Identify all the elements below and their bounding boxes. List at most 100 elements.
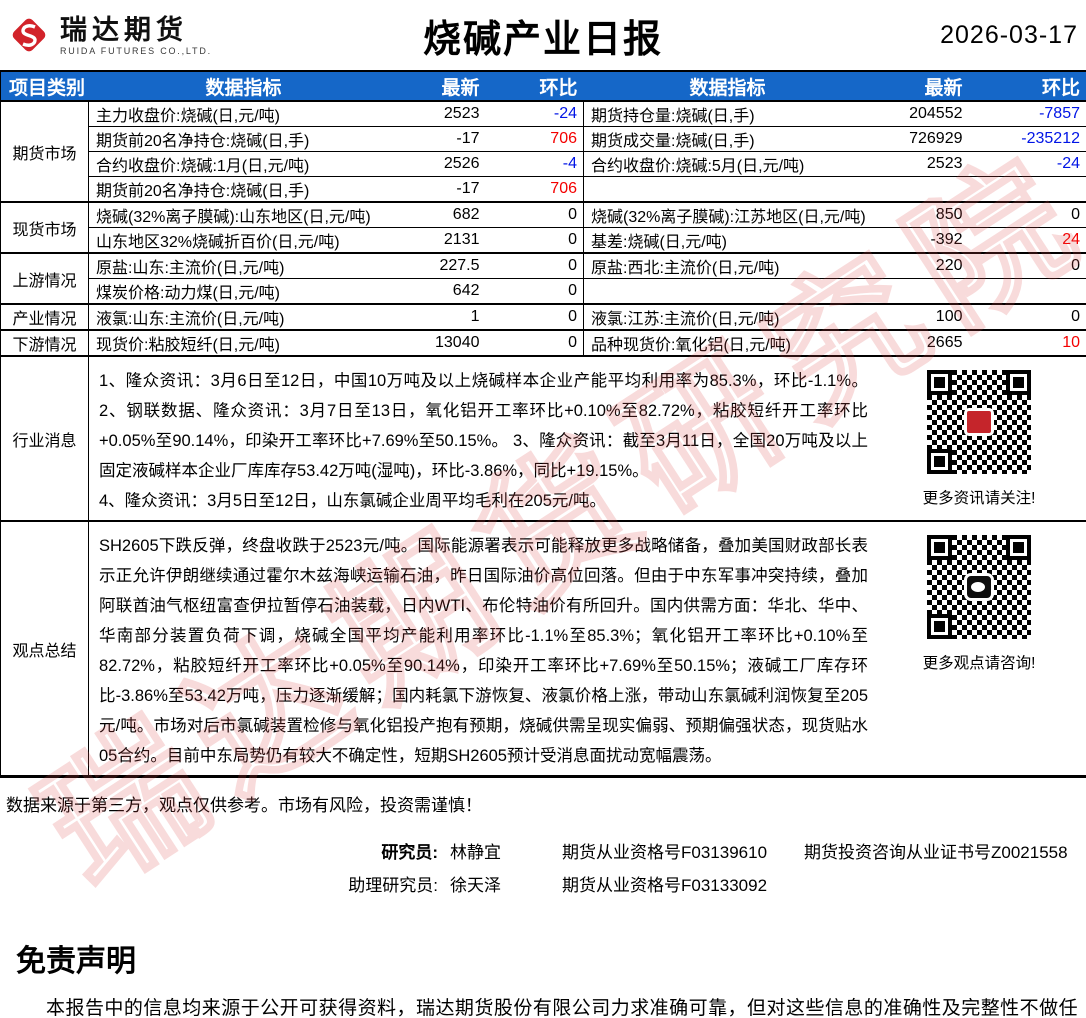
disclaimer-body: 本报告中的信息均来源于公开可获得资料，瑞达期货股份有限公司力求准确可靠，但对这些…: [46, 998, 1078, 1018]
table-row: 行业消息 1、隆众资讯：3月6日至12日，中国10万吨及以上烧碱样本企业产能平均…: [0, 355, 1086, 521]
indicator-cell: 合约收盘价:烧碱:5月(日,元/吨): [583, 151, 872, 177]
change-cell: 0: [976, 252, 1086, 279]
change-cell: 0: [493, 201, 584, 228]
qr-caption: 更多观点请咨询!: [922, 655, 1036, 672]
table-row: 煤炭价格:动力煤(日,元/吨) 642 0: [1, 278, 1086, 304]
section-summary: 观点总结 SH2605下跌反弹，终盘收跌于2523元/吨。国际能源署表示可能释放…: [0, 520, 1086, 777]
table-row: 产业情况 液氯:山东:主流价(日,元/吨) 1 0 液氯:江苏:主流价(日,元/…: [0, 303, 1086, 330]
assistant-row: 助理研究员: 徐天泽 期货从业资格号F03133092: [0, 869, 1086, 902]
ruida-logo-icon: [12, 18, 46, 52]
brand: 瑞达期货 RUIDA FUTURES CO.,LTD.: [6, 12, 212, 58]
indicator-cell: 品种现货价:氧化铝(日,元/吨): [583, 329, 872, 356]
value-cell: 204552: [871, 100, 977, 127]
change-cell: 0: [976, 201, 1086, 228]
section-news: 行业消息 1、隆众资讯：3月6日至12日，中国10万吨及以上烧碱样本企业产能平均…: [0, 355, 1086, 521]
researcher-name: 林静宜: [450, 843, 501, 862]
col-header-latest: 最新: [398, 71, 494, 101]
col-header-category: 项目类别: [0, 71, 89, 101]
change-cell: -4: [493, 151, 584, 177]
assistant-label: 助理研究员:: [348, 876, 438, 895]
indicator-cell: 主力收盘价:烧碱(日,元/吨): [88, 100, 399, 127]
report-title: 烧碱产业日报: [422, 18, 663, 61]
disclaimer-heading: 免责声明: [16, 945, 136, 978]
value-cell: 2665: [871, 329, 977, 356]
data-table: 项目类别 数据指标 最新 环比 数据指标 最新 环比 期货市场 主力收盘价:烧碱…: [0, 70, 1086, 778]
indicator-cell: 液氯:江苏:主流价(日,元/吨): [583, 303, 872, 330]
table-row: 上游情况 原盐:山东:主流价(日,元/吨) 227.5 0 原盐:西北:主流价(…: [0, 252, 1086, 304]
table-row: 下游情况 现货价:粘胶短纤(日,元/吨) 13040 0 品种现货价:氧化铝(日…: [0, 329, 1086, 356]
change-cell: 0: [493, 227, 584, 253]
category-cell: 上游情况: [0, 252, 89, 304]
change-cell: 706: [493, 176, 584, 202]
qr-code-wechat: [927, 535, 1031, 639]
category-cell: 行业消息: [0, 355, 89, 521]
industry-news-text: 1、隆众资讯：3月6日至12日，中国10万吨及以上烧碱样本企业产能平均利用率为8…: [99, 372, 868, 510]
change-cell: 10: [976, 329, 1086, 356]
indicator-cell: 液氯:山东:主流价(日,元/吨): [88, 303, 399, 330]
indicator-cell: 期货前20名净持仓:烧碱(日,手): [88, 126, 399, 152]
table-row: 观点总结 SH2605下跌反弹，终盘收跌于2523元/吨。国际能源署表示可能释放…: [0, 520, 1086, 777]
change-cell: 0: [493, 329, 584, 356]
value-cell: 100: [871, 303, 977, 330]
change-cell: -24: [976, 151, 1086, 177]
indicator-cell: [583, 278, 872, 304]
indicator-cell: 期货成交量:烧碱(日,手): [583, 126, 872, 152]
section-upstream: 上游情况 原盐:山东:主流价(日,元/吨) 227.5 0 原盐:西北:主流价(…: [0, 252, 1086, 304]
value-cell: 850: [871, 201, 977, 228]
change-cell: [976, 278, 1086, 304]
indicator-cell: 烧碱(32%离子膜碱):江苏地区(日,元/吨): [583, 201, 872, 228]
qr-code-news: [927, 370, 1031, 474]
category-cell: 期货市场: [0, 100, 89, 202]
table-row: 期货前20名净持仓:烧碱(日,手) -17 706 期货成交量:烧碱(日,手) …: [1, 126, 1086, 152]
indicator-cell: 现货价:粘胶短纤(日,元/吨): [88, 329, 399, 356]
indicator-cell: 煤炭价格:动力煤(日,元/吨): [88, 278, 399, 304]
brand-name: 瑞达期货: [60, 14, 188, 45]
category-cell: 观点总结: [0, 520, 89, 777]
assistant-cert: 期货从业资格号F03133092: [562, 876, 768, 895]
value-cell: -392: [871, 227, 977, 253]
brand-subtitle: RUIDA FUTURES CO.,LTD.: [60, 45, 212, 56]
section-futures: 期货市场 主力收盘价:烧碱(日,元/吨) 2523 -24 期货持仓量:烧碱(日…: [0, 100, 1086, 202]
value-cell: 1: [398, 303, 494, 330]
category-cell: 下游情况: [0, 329, 89, 356]
value-cell: [871, 176, 977, 202]
value-cell: 2526: [398, 151, 494, 177]
value-cell: 2523: [871, 151, 977, 177]
qr-logo-red: [964, 408, 994, 436]
value-cell: 2131: [398, 227, 494, 253]
col-header-chg: 环比: [493, 71, 584, 101]
indicator-cell: 烧碱(32%离子膜碱):山东地区(日,元/吨): [88, 201, 399, 228]
viewpoint-summary-text: SH2605下跌反弹，终盘收跌于2523元/吨。国际能源署表示可能释放更多战略储…: [99, 537, 868, 765]
col-header-indicator: 数据指标: [583, 71, 872, 101]
category-cell: 现货市场: [0, 201, 89, 253]
change-cell: 0: [493, 278, 584, 304]
change-cell: 706: [493, 126, 584, 152]
section-industry: 产业情况 液氯:山东:主流价(日,元/吨) 1 0 液氯:江苏:主流价(日,元/…: [0, 303, 1086, 330]
table-row: 现货市场 烧碱(32%离子膜碱):山东地区(日,元/吨) 682 0 烧碱(32…: [0, 201, 1086, 253]
col-header-chg: 环比: [976, 71, 1086, 101]
value-cell: 227.5: [398, 252, 494, 279]
researcher-label: 研究员:: [381, 843, 438, 862]
indicator-cell: 原盐:西北:主流价(日,元/吨): [583, 252, 872, 279]
indicator-cell: 基差:烧碱(日,元/吨): [583, 227, 872, 253]
value-cell: -17: [398, 126, 494, 152]
table-header: 项目类别 数据指标 最新 环比 数据指标 最新 环比: [0, 71, 1086, 101]
col-header-indicator: 数据指标: [88, 71, 399, 101]
qr-caption: 更多资讯请关注!: [922, 490, 1036, 507]
researcher-cert2: 期货投资咨询从业证书号Z0021558: [804, 843, 1068, 862]
indicator-cell: 山东地区32%烧碱折百价(日,元/吨): [88, 227, 399, 253]
report-header: 瑞达期货 RUIDA FUTURES CO.,LTD. 烧碱产业日报 2026-…: [0, 0, 1086, 70]
value-cell: 220: [871, 252, 977, 279]
section-spot: 现货市场 烧碱(32%离子膜碱):山东地区(日,元/吨) 682 0 烧碱(32…: [0, 201, 1086, 253]
change-cell: -7857: [976, 100, 1086, 127]
indicator-cell: 期货前20名净持仓:烧碱(日,手): [88, 176, 399, 202]
wechat-icon: [964, 573, 994, 601]
col-header-latest: 最新: [871, 71, 977, 101]
value-cell: [871, 278, 977, 304]
table-row: 合约收盘价:烧碱:1月(日,元/吨) 2526 -4 合约收盘价:烧碱:5月(日…: [1, 151, 1086, 177]
researcher-cert: 期货从业资格号F03139610: [562, 843, 768, 862]
section-downstream: 下游情况 现货价:粘胶短纤(日,元/吨) 13040 0 品种现货价:氧化铝(日…: [0, 329, 1086, 356]
risk-note: 数据来源于第三方，观点仅供参考。市场有风险，投资需谨慎！: [6, 796, 482, 815]
indicator-cell: [583, 176, 872, 202]
value-cell: 13040: [398, 329, 494, 356]
